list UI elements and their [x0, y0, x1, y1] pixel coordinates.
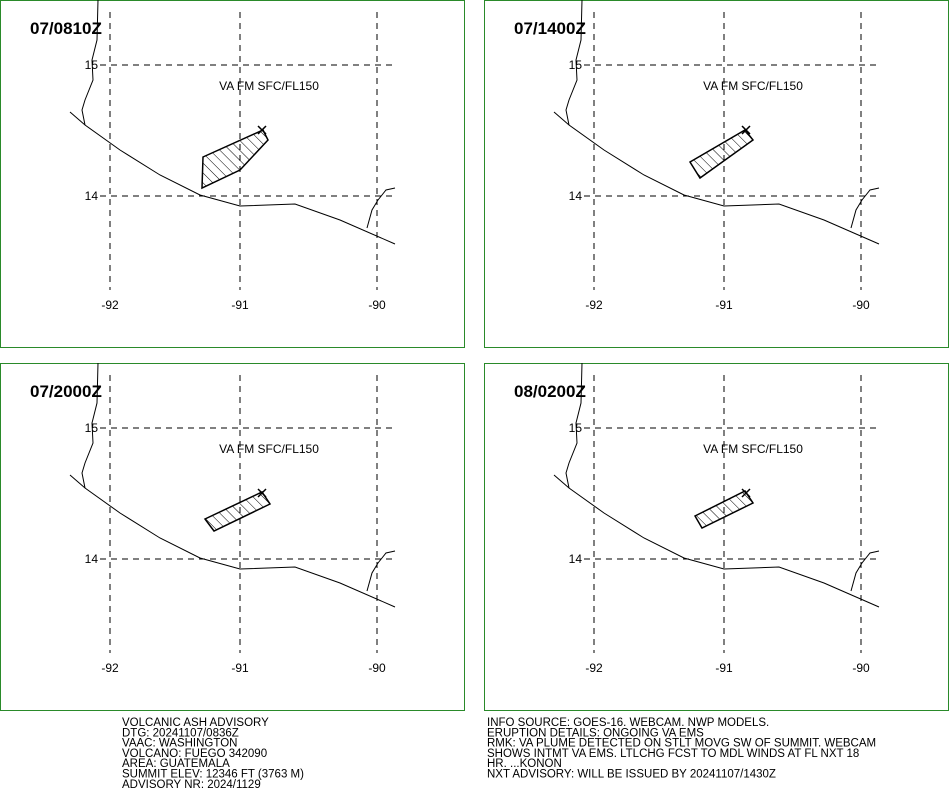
panel-border	[484, 363, 949, 711]
panel-border	[0, 363, 465, 711]
advisory-line: NXT ADVISORY: WILL BE ISSUED BY 20241107…	[487, 769, 776, 781]
lat-label: 14	[85, 189, 99, 203]
coastline	[850, 187, 880, 229]
ash-plume	[693, 490, 755, 529]
coastline	[81, 0, 99, 126]
ash-layer: VA FM SFC/FL150	[703, 442, 803, 456]
map-panel: 15 14 -92 -91 -90 07/1400Z VA FM SFC/FL150	[484, 0, 949, 348]
lon-label: -92	[101, 298, 119, 312]
lon-label: -92	[585, 298, 603, 312]
lon-label: -90	[852, 661, 870, 675]
map-panel: 15 14 -92 -91 -90 08/0200Z VA FM SFC/FL150	[484, 362, 949, 711]
advisory-line: AREA: GUATEMALA	[122, 758, 230, 770]
map-panel: 15 14 -92 -91 -90 07/2000Z VA FM SFC/FL150	[0, 362, 465, 711]
map-panel: 15 14 -92 -91 -90 07/0810Z VA FM SFC/FL150	[0, 0, 465, 348]
lat-label: 14	[85, 552, 99, 566]
lat-label: 14	[569, 552, 583, 566]
coastline	[366, 187, 396, 229]
lon-label: -90	[368, 298, 386, 312]
panel-border	[0, 0, 465, 348]
advisory-line: VOLCANO: FUEGO 342090	[122, 748, 267, 760]
lat-label: 15	[85, 58, 99, 72]
lon-label: -91	[715, 298, 733, 312]
advisory-line: ADVISORY NR: 2024/1129	[122, 779, 261, 791]
advisory-line: HR. ...KONON	[487, 758, 562, 770]
coastline	[69, 474, 396, 608]
advisory-line: INFO SOURCE: GOES-16. WEBCAM. NWP MODELS…	[487, 717, 769, 729]
coastline	[553, 474, 880, 608]
coastline	[69, 111, 396, 245]
lon-label: -91	[231, 661, 249, 675]
advisory-line: RMK: VA PLUME DETECTED ON STLT MOVG SW O…	[487, 738, 876, 750]
valid-time: 07/2000Z	[30, 382, 102, 401]
advisory-line: SHOWS INTMT VA EMS. LTLCHG FCST TO MDL W…	[487, 748, 859, 760]
valid-time: 08/0200Z	[514, 382, 586, 401]
ash-layer: VA FM SFC/FL150	[219, 79, 319, 93]
coastline	[850, 550, 880, 592]
lon-label: -92	[101, 661, 119, 675]
volcano-marker	[741, 488, 751, 498]
ash-plume	[201, 129, 269, 190]
coastline	[553, 111, 880, 245]
lon-label: -91	[715, 661, 733, 675]
panel-border	[484, 0, 949, 348]
lat-label: 14	[569, 189, 583, 203]
lon-label: -92	[585, 661, 603, 675]
ash-plume	[203, 491, 272, 532]
lat-label: 15	[85, 421, 99, 435]
volcano-marker	[257, 488, 267, 498]
advisory-line: ERUPTION DETAILS: ONGOING VA EMS	[487, 727, 704, 739]
advisory-line: SUMMIT ELEV: 12346 FT (3763 M)	[122, 769, 304, 781]
valid-time: 07/0810Z	[30, 19, 102, 38]
coastline	[81, 362, 99, 489]
ash-plume	[688, 129, 755, 180]
lat-label: 15	[569, 58, 583, 72]
coastline	[565, 362, 583, 489]
coastline	[366, 550, 396, 592]
lon-label: -91	[231, 298, 249, 312]
coastline	[565, 0, 583, 126]
lat-label: 15	[569, 421, 583, 435]
ash-layer: VA FM SFC/FL150	[219, 442, 319, 456]
ash-layer: VA FM SFC/FL150	[703, 79, 803, 93]
volcano-marker	[741, 125, 751, 135]
lon-label: -90	[368, 661, 386, 675]
advisory-line: VAAC: WASHINGTON	[122, 738, 237, 750]
valid-time: 07/1400Z	[514, 19, 586, 38]
lon-label: -90	[852, 298, 870, 312]
volcano-marker	[257, 125, 267, 135]
advisory-line: DTG: 20241107/0836Z	[122, 727, 239, 739]
advisory-line: VOLCANIC ASH ADVISORY	[122, 717, 269, 729]
